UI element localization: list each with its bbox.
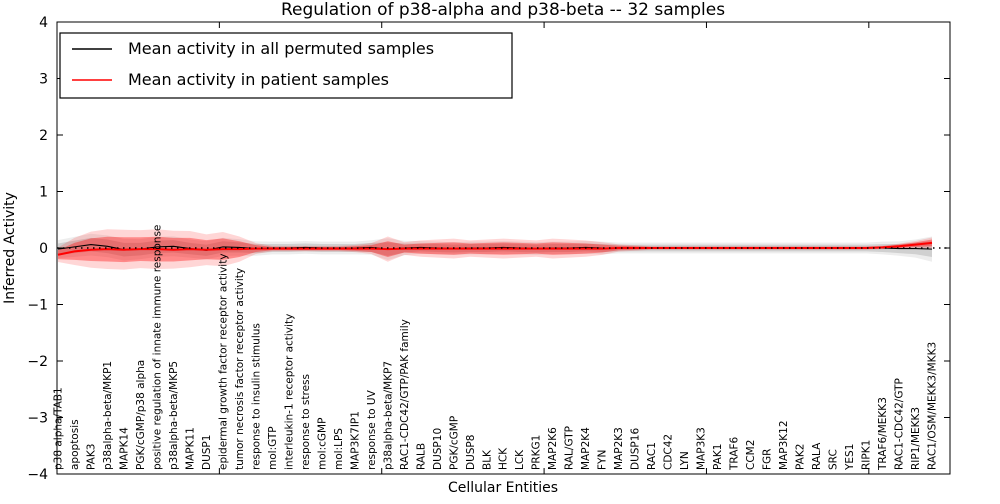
x-tick-label: DUSP1 bbox=[201, 435, 213, 470]
x-tick-label: LCK bbox=[514, 449, 526, 470]
x-tick-label: PGK/cGMP/p38 alpha bbox=[135, 360, 147, 470]
x-tick-label: mol:GTP bbox=[267, 426, 279, 470]
chart-title: Regulation of p38-alpha and p38-beta -- … bbox=[281, 0, 725, 20]
x-tick-label: MAPK11 bbox=[184, 427, 196, 470]
x-tick-label: RAL/GTP bbox=[564, 426, 576, 470]
x-tick-label: RALA bbox=[811, 442, 823, 470]
x-tick-label: epidermal growth factor receptor activit… bbox=[217, 253, 229, 470]
x-tick-label: apoptosis bbox=[69, 419, 81, 470]
y-tick-label: −3 bbox=[27, 411, 48, 427]
x-tick-label: PRKG1 bbox=[531, 435, 543, 470]
y-tick-label: −4 bbox=[27, 467, 48, 483]
x-tick-label: BLK bbox=[481, 449, 493, 470]
y-tick-label: 1 bbox=[39, 185, 48, 201]
x-tick-label: mol:cGMP bbox=[316, 418, 328, 470]
x-tick-label: response to insulin stimulus bbox=[250, 323, 262, 470]
legend-label-permuted: Mean activity in all permuted samples bbox=[128, 39, 434, 58]
y-tick-labels: −4 −3 −2 −1 0 1 2 3 4 bbox=[27, 15, 48, 483]
x-tick-label: TRAF6/MEKK3 bbox=[877, 397, 889, 471]
x-tick-label: DUSP8 bbox=[465, 435, 477, 470]
x-tick-label: YES1 bbox=[844, 444, 856, 471]
x-tick-label: p38alpha-beta/MKP1 bbox=[102, 361, 114, 470]
x-tick-label: RAC1-CDC42/GTP bbox=[894, 378, 906, 470]
x-tick-label: response to UV bbox=[366, 389, 378, 470]
x-tick-label: p38alpha-beta/MKP7 bbox=[382, 361, 394, 470]
y-tick-label: 4 bbox=[39, 15, 48, 31]
x-tick-label: HCK bbox=[498, 447, 510, 470]
x-tick-label: RAC1/OSM/MEKK3/MKK3 bbox=[927, 342, 939, 470]
x-tick-label: tumor necrosis factor receptor activity bbox=[234, 268, 246, 470]
y-tick-label: 2 bbox=[39, 128, 48, 144]
x-tick-label: response to stress bbox=[300, 374, 312, 470]
x-tick-label: DUSP10 bbox=[432, 428, 444, 470]
x-tick-label: RIPK1 bbox=[861, 440, 873, 470]
x-tick-label: MAPK14 bbox=[118, 427, 130, 470]
y-tick-label: 3 bbox=[39, 72, 48, 88]
x-tick-label: TRAF6 bbox=[729, 436, 741, 471]
x-tick-label: MAP2K6 bbox=[547, 427, 559, 470]
x-tick-label: interleukin-1 receptor activity bbox=[283, 314, 295, 470]
x-axis-label: Cellular Entities bbox=[448, 480, 558, 496]
x-tick-label: CCM2 bbox=[745, 440, 757, 470]
x-tick-label: DUSP16 bbox=[630, 428, 642, 470]
x-tick-label: PAK2 bbox=[795, 444, 807, 470]
x-tick-label: LYN bbox=[679, 451, 691, 470]
legend-box bbox=[59, 32, 513, 99]
x-tick-label: PGK/cGMP bbox=[448, 416, 460, 470]
x-tick-label: FYN bbox=[597, 450, 609, 470]
y-tick-label: −2 bbox=[27, 354, 48, 370]
y-tick-label: −1 bbox=[27, 298, 48, 314]
x-tick-label: PAK1 bbox=[712, 444, 724, 470]
y-axis-label: Inferred Activity bbox=[2, 192, 18, 304]
y-tick-label: 0 bbox=[39, 241, 48, 257]
x-tick-label: MAP3K3 bbox=[696, 427, 708, 470]
x-tick-label: SRC bbox=[828, 449, 840, 470]
x-tick-label: CDC42 bbox=[663, 434, 675, 470]
x-tick-label: MAP2K4 bbox=[580, 427, 592, 470]
x-tick-labels: p38 alpha/TAB1 apoptosis PAK3 p38alpha-beta… bbox=[53, 225, 939, 471]
x-tick-label: MAP3K7IP1 bbox=[349, 411, 361, 470]
x-tick-label: FGR bbox=[762, 449, 774, 470]
x-tick-label: RALB bbox=[415, 443, 427, 470]
legend: Mean activity in all permuted samples Me… bbox=[59, 32, 513, 99]
x-tick-label: MAP3K12 bbox=[778, 420, 790, 470]
legend-label-patient: Mean activity in patient samples bbox=[128, 70, 389, 89]
x-tick-label: PAK3 bbox=[85, 444, 97, 470]
x-tick-label: RAC1-CDC42/GTP/PAK family bbox=[399, 319, 411, 470]
x-tick-label: RIP1/MEKK3 bbox=[910, 407, 922, 470]
x-tick-label: mol:LPS bbox=[333, 428, 345, 470]
x-tick-label: p38alpha-beta/MKP5 bbox=[168, 361, 180, 470]
x-tick-label: p38 alpha/TAB1 bbox=[53, 387, 65, 470]
x-tick-label: positive regulation of innate immune res… bbox=[151, 225, 163, 470]
x-tick-label: MAP2K3 bbox=[613, 427, 625, 470]
x-tick-label: RAC1 bbox=[646, 442, 658, 470]
